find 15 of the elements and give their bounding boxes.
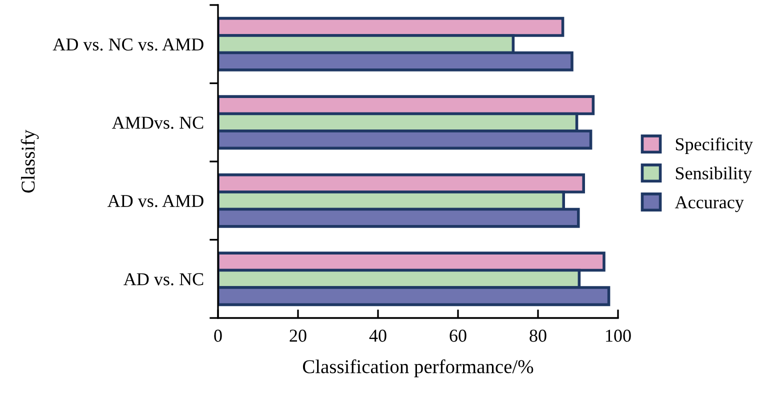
legend-label: Specificity	[676, 138, 753, 154]
x-tick-label: 40	[369, 330, 386, 342]
legend-label: Sensibility	[676, 166, 752, 184]
x-axis-title: Classification performance/%	[302, 359, 534, 378]
legend-label: Accuracy	[674, 196, 744, 212]
x-tick-label: 80	[530, 330, 546, 342]
y-axis-title: Classify	[20, 130, 39, 193]
y-tick-label: AMDvs. NC	[112, 116, 204, 129]
x-tick-label: 60	[450, 330, 466, 342]
y-tick-label: AD vs. NC	[124, 273, 204, 286]
x-tick-label: 0	[214, 330, 222, 342]
y-tick-label: AD vs. AMD	[107, 194, 204, 208]
x-tick-label: 20	[290, 330, 306, 342]
y-tick-label: AD vs. NC vs. AMD	[52, 38, 204, 51]
x-tick-label: 100	[606, 330, 631, 342]
